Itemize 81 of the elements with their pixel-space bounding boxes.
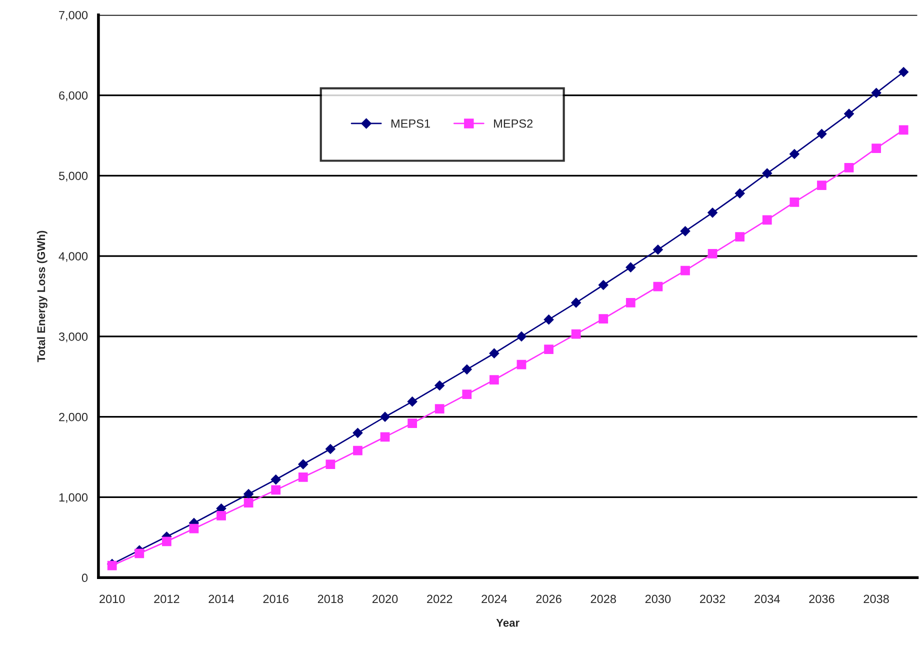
point <box>162 536 172 546</box>
point <box>844 108 854 119</box>
point <box>462 390 472 400</box>
point <box>708 248 718 258</box>
point <box>298 459 308 470</box>
point <box>734 188 745 198</box>
point <box>653 282 663 292</box>
x-tick-label: 2036 <box>809 594 834 604</box>
point <box>516 332 526 342</box>
point <box>490 375 499 385</box>
point <box>516 360 526 370</box>
point <box>434 380 445 390</box>
point <box>708 208 718 218</box>
point <box>462 364 472 374</box>
point <box>571 298 582 308</box>
point <box>380 412 390 422</box>
x-tick-label: 2030 <box>645 594 671 604</box>
point <box>735 232 745 242</box>
y-tick-label: 1,000 <box>59 493 88 504</box>
x-tick-label: 2028 <box>590 594 616 604</box>
y-tick-label: 4,000 <box>58 252 88 262</box>
y-tick-label: 7,000 <box>59 10 88 21</box>
point <box>134 548 144 558</box>
legend-label: MEPS2 <box>494 119 533 128</box>
point <box>298 472 308 482</box>
y-tick-label: 5,000 <box>58 172 88 182</box>
point <box>762 215 772 225</box>
y-tick-label: 6,000 <box>59 91 88 102</box>
point <box>544 314 554 325</box>
y-tick-label: 2,000 <box>59 412 88 423</box>
point <box>898 67 909 77</box>
point <box>680 266 690 276</box>
point <box>789 149 800 159</box>
x-tick-label: 2034 <box>754 594 780 604</box>
point <box>489 348 500 358</box>
point <box>872 144 881 154</box>
point <box>653 244 663 255</box>
point <box>817 180 826 190</box>
y-axis-title: Total Energy Loss (GWh) <box>36 230 48 362</box>
x-axis-title: Year <box>496 618 520 627</box>
point <box>544 344 554 354</box>
point <box>352 428 363 438</box>
point <box>244 489 254 499</box>
point <box>407 396 418 407</box>
x-tick-label: 2032 <box>700 594 726 604</box>
point <box>244 498 254 508</box>
point <box>408 418 417 428</box>
point <box>816 128 827 139</box>
x-tick-label: 2016 <box>263 594 288 604</box>
point <box>598 314 608 324</box>
point <box>270 474 281 484</box>
point <box>326 460 336 469</box>
point <box>790 198 800 207</box>
point <box>434 404 444 414</box>
point <box>189 524 199 534</box>
point <box>325 444 336 454</box>
y-tick-label: 3,000 <box>58 332 88 342</box>
point <box>844 162 854 172</box>
point <box>216 511 226 520</box>
point <box>271 485 281 495</box>
point <box>353 446 362 456</box>
point <box>571 329 581 339</box>
x-tick-label: 2024 <box>482 594 507 604</box>
x-tick-label: 2026 <box>536 594 562 604</box>
x-tick-label: 2020 <box>372 594 398 604</box>
point <box>598 280 608 290</box>
x-tick-label: 2022 <box>427 594 452 604</box>
x-tick-label: 2038 <box>864 594 889 604</box>
point <box>871 88 882 98</box>
point <box>898 125 908 135</box>
point <box>680 226 690 236</box>
point <box>626 298 636 308</box>
y-tick-label: 0 <box>82 574 88 582</box>
x-tick-label: 2012 <box>154 594 180 604</box>
legend-label: MEPS1 <box>391 119 430 128</box>
point <box>380 432 390 442</box>
x-tick-label: 2014 <box>208 594 234 604</box>
x-tick-label: 2018 <box>318 594 344 604</box>
point <box>762 168 772 178</box>
x-tick-label: 2010 <box>100 594 125 604</box>
point <box>626 262 636 272</box>
